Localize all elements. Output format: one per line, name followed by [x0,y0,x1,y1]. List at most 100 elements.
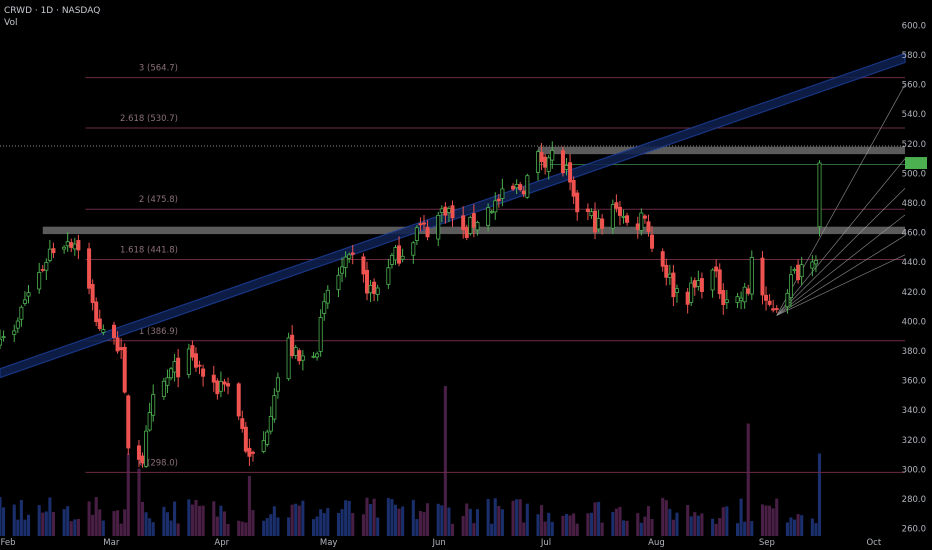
candle-body [275,377,280,392]
volume-bar [37,505,41,536]
volume-bar [23,519,27,536]
volume-bar [201,505,205,536]
candle-body [500,188,505,199]
volume-bar [511,500,515,536]
candle-body [44,262,49,271]
volume-bar [51,511,55,536]
candle-body [468,216,473,234]
volume-bar [525,503,529,536]
x-tick-label: Aug [648,538,665,548]
y-tick-label: 600.0 [902,21,926,31]
candle-body [511,185,516,190]
y-tick-label: 500.0 [902,169,926,179]
volume-bar [194,499,198,536]
y-tick-label: 260.0 [902,525,926,535]
volume-bar [41,512,45,536]
volume-bar [319,509,323,536]
candle-body [813,259,818,265]
fan-line [776,235,906,316]
volume-bar [91,514,95,536]
candle-body [247,447,252,457]
candle-body [692,280,697,288]
candle-body [496,198,501,202]
candle-body [614,202,619,209]
candle-body [300,355,305,361]
candle-body [464,227,469,238]
volume-bar [621,520,626,536]
candle-body [764,294,769,301]
y-tick-label: 540.0 [902,110,926,120]
volume-bar [810,518,814,536]
volume-bar [796,514,800,536]
x-tick-label: May [320,538,338,548]
x-tick-label: Sep [759,538,775,548]
candle-body [589,211,594,217]
volume-bar [422,512,426,536]
volume-bar [251,510,255,536]
volume-bar [144,512,148,536]
y-tick-label: 580.0 [902,51,926,61]
candle-body [539,152,544,163]
fib-level-label: 0 (298.0) [139,458,178,468]
candle-body [69,242,74,248]
volume-bar [614,508,618,536]
volume-bar [575,523,579,536]
candle-body [635,223,640,230]
candle-body [585,208,590,212]
volume-bar [540,505,544,536]
candle-body [340,266,345,274]
volume-bar [137,468,141,536]
volume-bar [611,512,615,536]
candle-body [12,330,17,335]
volume-bar [226,523,230,536]
candle-body [593,210,598,233]
volume-bar [536,514,540,536]
volume-bar [800,515,804,536]
candle-body [646,221,651,232]
volume-bar [101,520,105,536]
volume-bar [785,522,789,536]
candle-body [521,190,526,195]
volume-bar [48,497,52,536]
volume-bar [336,513,341,536]
volume-bar [436,503,440,536]
candle-body [250,451,255,454]
fan-line [776,158,906,316]
candle-body [165,377,170,386]
volume-bar [197,505,202,536]
volume-bar [664,500,668,536]
volume-bar [315,516,319,536]
candle-body [1,336,6,339]
candle-body [122,346,127,393]
volume-bar [76,519,80,536]
candle-body [400,255,405,260]
candle-body [311,355,316,358]
candle-body [0,338,3,346]
fan-line [776,254,906,316]
volume-bar [750,521,754,536]
candle-body [226,383,231,387]
candle-body [817,162,822,228]
x-tick-label: Apr [214,538,229,548]
volume-bar [272,506,276,536]
candle-body [144,430,149,467]
volume-bar [386,498,390,536]
fib-level-label: 3 (564.7) [139,64,178,74]
candle-body [197,364,202,367]
volume-label: Vol [4,18,18,28]
candle-body [610,204,615,229]
candle-body [297,350,302,362]
volume-bar [415,519,419,536]
candle-body [186,348,191,375]
volume-bar [390,499,394,536]
candle-body [788,274,793,299]
volume-bar [151,522,155,536]
volume-bar [675,512,679,536]
candle-body [112,324,117,338]
last-price-tag [905,157,927,170]
x-tick-label: Jul [540,538,551,548]
candle-body [364,269,369,294]
y-tick-label: 320.0 [902,436,926,446]
candle-body [315,353,320,358]
